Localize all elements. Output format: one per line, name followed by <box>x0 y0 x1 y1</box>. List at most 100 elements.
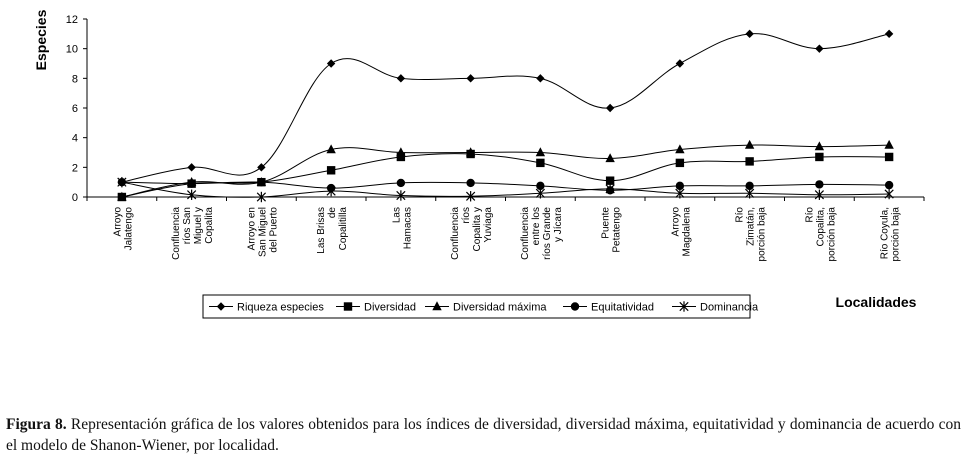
x-tick-label-line: del Puerto <box>268 207 279 253</box>
y-tick-label: 12 <box>66 14 78 26</box>
x-tick-labels: Arroyo Jalatengo Confluencia ríos San Miguel… <box>112 207 901 262</box>
legend-label: Dominancia <box>700 302 759 314</box>
data-point <box>605 153 615 163</box>
data-point <box>815 152 824 162</box>
data-point <box>745 29 754 39</box>
x-tick-label: Las Hamacas <box>391 207 413 249</box>
series-points-4 <box>117 177 894 195</box>
x-tick-label: Arroyo en San Miguel del Puerto <box>246 207 279 257</box>
figure-caption: Figura 8. Representación gráfica de los … <box>6 414 961 456</box>
line-chart: Especies 0 2 4 6 8 10 12 Arroyo Jalatengo Conflu… <box>33 9 925 319</box>
x-tick-label-line: ríos <box>461 207 472 224</box>
x-tick-label-line: Arroyo en <box>246 207 257 250</box>
x-tick-label-line: Petatengo <box>612 207 623 253</box>
series-line-3 <box>121 144 890 198</box>
data-point <box>745 157 754 166</box>
series-line-5 <box>121 181 890 198</box>
legend-marker <box>679 301 689 312</box>
data-point <box>536 181 545 191</box>
figure-caption-label: Figura 8. <box>6 416 67 433</box>
x-tick-label-line: Jalatengo <box>123 207 134 251</box>
data-point <box>675 144 685 154</box>
legend-label: Diversidad máxima <box>453 302 547 314</box>
legend-box <box>202 294 751 319</box>
data-point <box>257 177 266 187</box>
x-tick-label-line: Yuviaga <box>483 207 494 243</box>
data-point <box>744 139 755 149</box>
data-point <box>396 190 406 201</box>
data-point <box>884 139 894 149</box>
series-line-2 <box>121 153 890 198</box>
data-point <box>466 74 475 83</box>
x-tick-label: Río Coyula, porción baja <box>880 207 902 262</box>
data-point <box>815 44 824 53</box>
x-tick-label-line: ríos San <box>182 207 193 244</box>
data-point <box>884 29 894 39</box>
x-tick-label-line: Las <box>391 207 402 223</box>
x-axis-title: Localidades <box>836 294 917 310</box>
data-point <box>466 191 476 202</box>
x-tick-label-line: Copalita, <box>815 207 826 246</box>
x-tick-label-line: Confluencia <box>171 207 182 260</box>
x-tick-label-line: Río Coyula, <box>880 207 891 259</box>
legend-marker <box>570 302 580 311</box>
x-tick-label-line: Hamacas <box>402 207 413 249</box>
x-tick-label-line: porción baja <box>826 207 837 262</box>
legend-label: Equitatividad <box>591 302 654 314</box>
data-point <box>187 189 197 200</box>
data-point <box>605 103 615 113</box>
axes <box>83 18 925 201</box>
legend-marker <box>216 302 226 311</box>
data-point <box>256 191 266 203</box>
x-tick-label: Confluencia ríos San Miguel y Copalita <box>171 207 215 260</box>
y-tick-label: 10 <box>66 44 78 56</box>
x-tick-label-line: porción baja <box>891 207 902 262</box>
y-tick-label: 4 <box>72 133 78 145</box>
legend-entry-4: Equitatividad <box>563 302 654 314</box>
x-tick-label-line: Copalita <box>204 207 215 244</box>
legend-entry-2: Diversidad <box>336 302 416 314</box>
data-point <box>117 176 127 188</box>
x-tick-label: Confluencia entre los ríos Grande y Jícara <box>520 207 564 260</box>
x-tick-label-line: Confluencia <box>450 207 461 260</box>
x-tick-label-line: y Jícara <box>553 207 564 242</box>
x-tick-label: Río Zimatán, porción baja <box>735 207 768 262</box>
x-tick-label: Confluencia ríos Copalita y Yuviaga <box>450 207 494 260</box>
x-tick-label-line: ríos Grande <box>542 207 553 260</box>
x-tick-label-line: Miguel y <box>193 207 204 244</box>
data-point <box>745 181 754 191</box>
x-tick-label-line: de <box>327 207 338 219</box>
x-tick-label-line: Magdalena <box>681 207 692 257</box>
y-tick-label: 2 <box>72 162 78 174</box>
data-point <box>675 158 685 168</box>
data-point <box>745 188 755 199</box>
x-tick-label-line: Río <box>735 207 746 223</box>
x-tick-label-line: San Miguel <box>257 207 268 257</box>
x-tick-label: Puente Petatengo <box>601 207 623 253</box>
x-tick-label-line: Copalita y <box>472 207 483 251</box>
series-points-5 <box>117 176 894 203</box>
series-markers <box>117 29 894 203</box>
y-tick-label: 8 <box>72 73 78 85</box>
data-point <box>466 178 475 188</box>
data-point <box>396 178 406 188</box>
data-point <box>884 180 894 190</box>
x-tick-label-line: Copalitilla <box>338 207 349 251</box>
data-point <box>535 147 546 157</box>
data-point <box>396 147 406 157</box>
legend-marker <box>343 302 353 311</box>
y-tick-label: 0 <box>72 192 78 204</box>
series-points-3 <box>117 139 894 201</box>
data-point <box>465 147 476 157</box>
x-tick-label-line: Las Brisas <box>316 207 327 254</box>
data-point <box>257 163 266 172</box>
data-point <box>187 179 196 188</box>
data-point <box>605 176 615 185</box>
data-point <box>396 152 406 162</box>
x-tick-label: Río Copalita, porción baja <box>804 207 837 262</box>
x-tick-label-line: Arroyo <box>670 207 681 237</box>
y-tick-label: 6 <box>72 103 78 115</box>
y-axis-title: Especies <box>33 9 49 70</box>
y-tick-labels: 0 2 4 6 8 10 12 <box>66 14 78 204</box>
x-tick-label-line: porción baja <box>757 207 768 262</box>
